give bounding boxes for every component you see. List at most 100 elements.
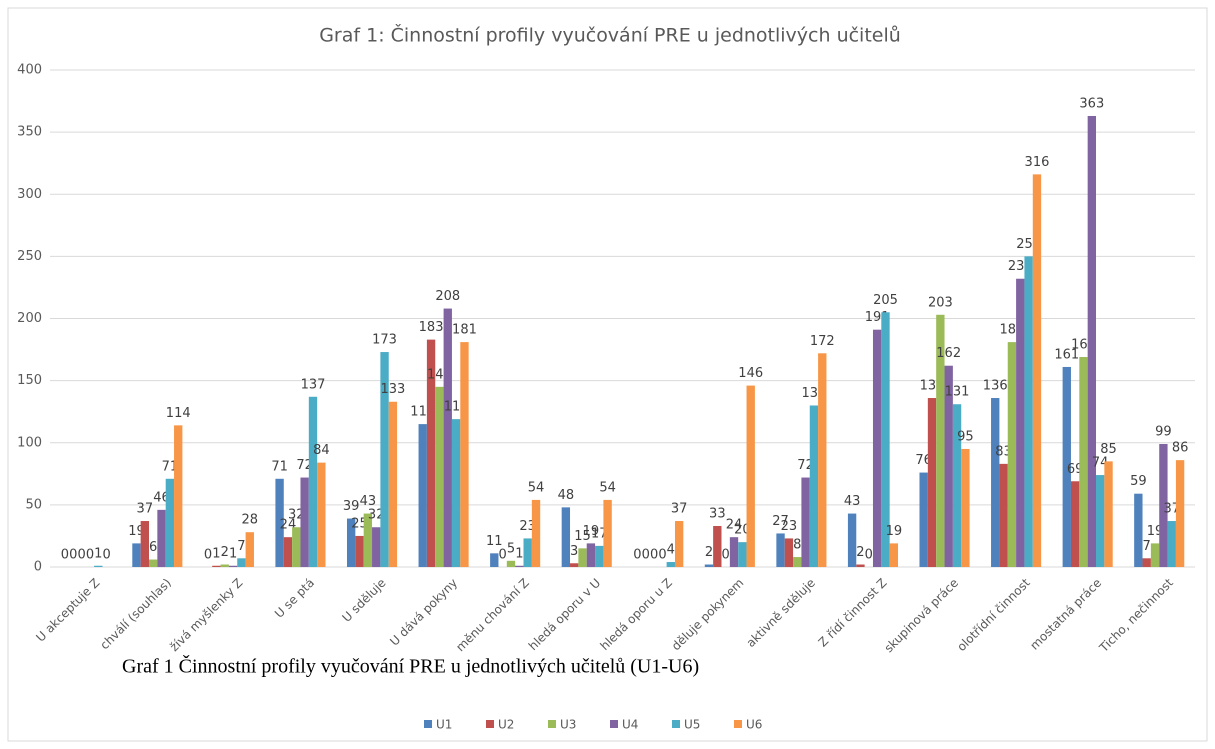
data-label: 85 bbox=[1100, 442, 1117, 457]
data-label: 23 bbox=[781, 519, 798, 534]
bar bbox=[292, 527, 301, 567]
bar bbox=[1016, 278, 1025, 567]
data-label: 2 bbox=[705, 545, 713, 560]
bar bbox=[212, 565, 221, 567]
legend-swatch bbox=[610, 720, 618, 728]
bar bbox=[245, 532, 254, 567]
bar bbox=[443, 308, 452, 567]
data-label: 1 bbox=[94, 546, 102, 561]
data-label: 0 bbox=[61, 548, 69, 563]
bar bbox=[1070, 481, 1080, 567]
data-label: 37 bbox=[1163, 502, 1180, 517]
bar bbox=[586, 543, 596, 567]
data-label: 71 bbox=[162, 459, 179, 474]
data-label: 1 bbox=[229, 546, 237, 561]
data-label: 1 bbox=[212, 546, 220, 561]
legend-swatch bbox=[672, 720, 680, 728]
legend-swatch bbox=[734, 720, 742, 728]
bar bbox=[237, 558, 246, 567]
bar bbox=[729, 537, 739, 567]
bar bbox=[999, 463, 1008, 567]
data-label: 205 bbox=[873, 293, 898, 308]
data-label: 24 bbox=[726, 518, 743, 533]
bar bbox=[523, 538, 532, 567]
bar bbox=[666, 562, 675, 567]
bar bbox=[991, 398, 1000, 567]
data-label: 2 bbox=[221, 545, 229, 560]
legend-swatch bbox=[424, 720, 432, 728]
bar bbox=[1167, 521, 1176, 567]
chart-frame bbox=[7, 7, 1208, 742]
bar bbox=[451, 419, 461, 567]
bar bbox=[1175, 460, 1185, 567]
bar bbox=[919, 472, 928, 567]
bar bbox=[426, 339, 436, 567]
data-label: 69 bbox=[1067, 462, 1084, 477]
data-label: 76 bbox=[915, 453, 932, 468]
bar bbox=[157, 509, 166, 567]
bar bbox=[506, 560, 516, 567]
legend-swatch bbox=[548, 720, 556, 728]
data-label: 11 bbox=[486, 534, 503, 549]
bar bbox=[746, 385, 755, 567]
bar bbox=[132, 543, 141, 567]
data-label: 71 bbox=[271, 459, 288, 474]
data-label: 0 bbox=[498, 548, 506, 563]
bar bbox=[784, 538, 794, 567]
data-label: 2 bbox=[856, 545, 864, 560]
bar bbox=[793, 557, 802, 567]
data-label: 0 bbox=[633, 548, 641, 563]
bar bbox=[435, 386, 444, 567]
bar bbox=[1062, 366, 1071, 567]
data-label: 7 bbox=[237, 539, 245, 554]
data-label: 32 bbox=[288, 508, 305, 523]
bar bbox=[603, 499, 612, 567]
data-label: 15 bbox=[574, 529, 591, 544]
bar bbox=[275, 478, 284, 567]
y-tick-label: 200 bbox=[17, 311, 42, 326]
y-tick-label: 400 bbox=[17, 63, 42, 78]
bar bbox=[308, 396, 318, 567]
data-label: 316 bbox=[1025, 155, 1050, 170]
bar bbox=[1104, 461, 1113, 567]
bar bbox=[961, 448, 970, 567]
data-label: 363 bbox=[1079, 96, 1104, 111]
data-label: 114 bbox=[166, 406, 191, 421]
bar bbox=[515, 565, 524, 567]
y-tick-label: 300 bbox=[17, 187, 42, 202]
data-label: 137 bbox=[301, 377, 326, 392]
data-label: 1 bbox=[515, 546, 523, 561]
data-label: 72 bbox=[296, 458, 313, 473]
legend-label: U5 bbox=[684, 718, 700, 732]
data-label: 39 bbox=[343, 499, 360, 514]
data-label: 28 bbox=[242, 513, 259, 528]
bar bbox=[1007, 342, 1017, 567]
data-label: 8 bbox=[793, 538, 801, 553]
data-label: 24 bbox=[280, 518, 297, 533]
data-label: 20 bbox=[734, 523, 751, 538]
bar bbox=[1142, 558, 1151, 567]
bar bbox=[818, 353, 827, 567]
data-label: 33 bbox=[709, 506, 726, 521]
data-label: 183 bbox=[419, 320, 444, 335]
data-label: 3 bbox=[570, 544, 578, 559]
bar bbox=[872, 329, 882, 567]
data-label: 0 bbox=[86, 548, 94, 563]
data-label: 43 bbox=[360, 494, 377, 509]
data-label: 54 bbox=[599, 480, 616, 495]
bar bbox=[561, 507, 571, 567]
legend-label: U2 bbox=[498, 718, 514, 732]
bar bbox=[220, 564, 229, 567]
data-label: 95 bbox=[957, 429, 974, 444]
bar bbox=[372, 527, 381, 567]
bar bbox=[140, 521, 149, 567]
data-label: 4 bbox=[667, 543, 675, 558]
bar bbox=[1087, 115, 1097, 567]
legend-label: U6 bbox=[746, 718, 762, 732]
data-label: 0 bbox=[642, 548, 650, 563]
bar bbox=[674, 521, 684, 567]
data-label: 7 bbox=[1143, 539, 1151, 554]
bar bbox=[346, 518, 356, 567]
bar bbox=[1150, 543, 1160, 567]
data-label: 0 bbox=[69, 548, 77, 563]
